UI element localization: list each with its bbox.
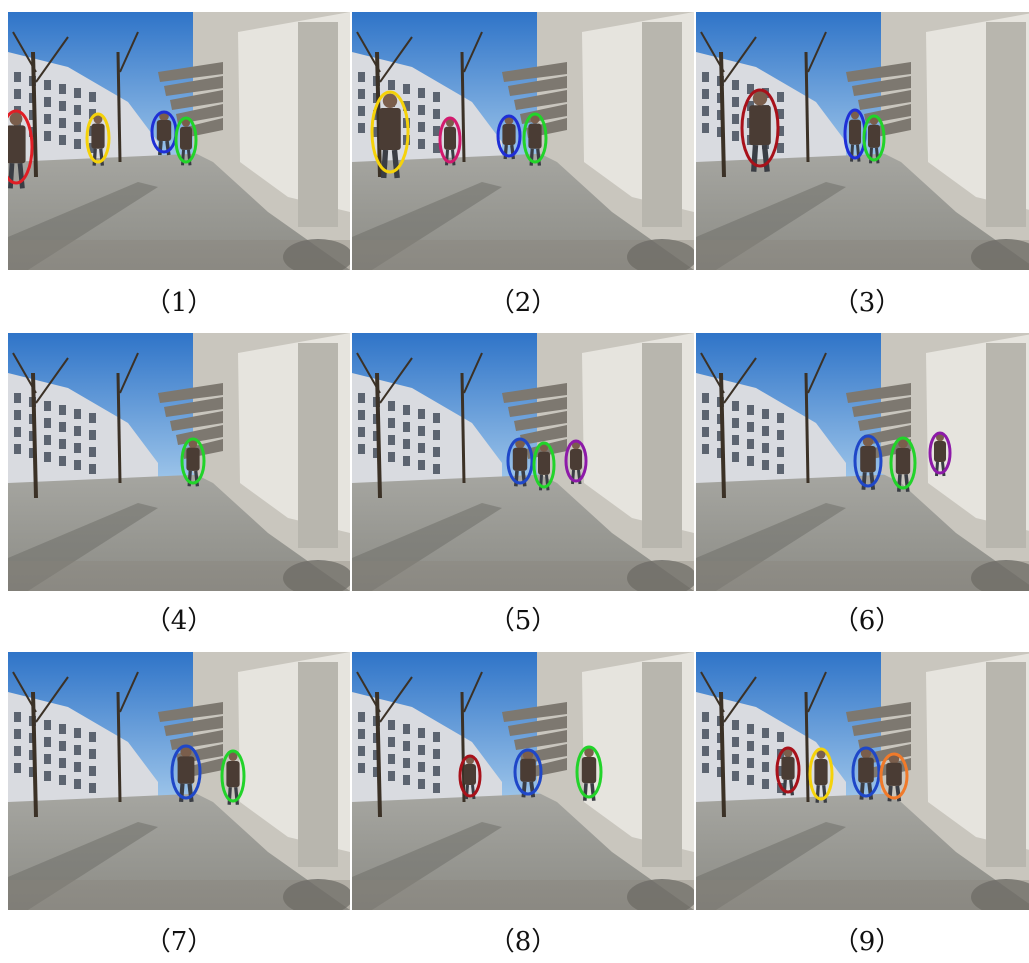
tracking-ellipse bbox=[928, 431, 952, 475]
street-photo-panel bbox=[696, 12, 1029, 270]
street-scene bbox=[696, 12, 1029, 270]
pedestrian bbox=[886, 753, 902, 802]
photo bbox=[8, 12, 350, 270]
tracking-ellipse bbox=[438, 116, 462, 164]
pedestrian bbox=[538, 443, 550, 491]
pedestrian bbox=[177, 746, 195, 803]
pedestrian bbox=[934, 433, 946, 477]
tracking-ellipse bbox=[220, 749, 246, 803]
panel-caption: （5） bbox=[488, 606, 558, 636]
tracking-ellipse bbox=[853, 434, 883, 488]
panel-caption: （4） bbox=[144, 606, 214, 636]
pedestrian bbox=[464, 756, 476, 800]
tracking-ellipse bbox=[889, 436, 917, 490]
panel-caption: （9） bbox=[832, 927, 902, 957]
pedestrian bbox=[895, 438, 911, 492]
tracking-ellipse bbox=[8, 109, 34, 185]
pedestrian bbox=[180, 118, 192, 166]
street-scene bbox=[352, 333, 694, 591]
tracking-ellipse bbox=[851, 746, 881, 798]
street-photo-panel bbox=[352, 12, 694, 270]
street-scene bbox=[352, 652, 694, 910]
tracking-ellipse bbox=[564, 439, 588, 483]
panel-caption: （7） bbox=[144, 927, 214, 957]
pedestrian bbox=[860, 436, 876, 490]
pedestrian bbox=[226, 752, 240, 805]
pedestrian bbox=[858, 748, 874, 800]
photo bbox=[8, 652, 350, 910]
panel-caption: （1） bbox=[144, 288, 214, 318]
pedestrian bbox=[91, 114, 105, 166]
pedestrian bbox=[528, 114, 542, 166]
tracking-ellipse bbox=[370, 90, 410, 174]
pedestrian bbox=[379, 93, 401, 179]
street-photo-panel bbox=[8, 652, 350, 910]
tracking-ellipse bbox=[170, 744, 202, 800]
tracking-ellipse bbox=[808, 747, 834, 801]
street-scene bbox=[8, 12, 350, 270]
photo bbox=[696, 333, 1029, 591]
tracking-ellipse bbox=[740, 88, 780, 168]
tracking-ellipse bbox=[458, 754, 482, 798]
photo bbox=[352, 652, 694, 910]
pedestrian bbox=[849, 111, 861, 162]
tracking-ellipse bbox=[174, 116, 198, 164]
tracking-ellipse bbox=[180, 437, 206, 485]
tracking-ellipse bbox=[85, 112, 111, 164]
photo bbox=[8, 333, 350, 591]
pedestrian bbox=[520, 749, 536, 798]
panel-caption: （6） bbox=[832, 606, 902, 636]
tracking-ellipse bbox=[532, 441, 556, 489]
tracking-ellipse bbox=[862, 114, 886, 162]
pedestrian bbox=[868, 116, 880, 164]
pedestrian bbox=[570, 441, 582, 485]
pedestrian bbox=[444, 118, 456, 166]
tracking-ellipse bbox=[513, 748, 543, 796]
pedestrian bbox=[156, 111, 172, 156]
street-photo-panel bbox=[696, 652, 1029, 910]
pedestrian bbox=[781, 748, 795, 796]
tracking-ellipse bbox=[775, 746, 801, 794]
street-scene bbox=[8, 333, 350, 591]
pedestrian bbox=[502, 116, 516, 160]
panel-caption: （3） bbox=[832, 288, 902, 318]
pedestrian bbox=[581, 747, 597, 801]
street-photo-panel bbox=[352, 333, 694, 591]
panel-caption: （2） bbox=[488, 288, 558, 318]
tracking-ellipse bbox=[879, 752, 909, 800]
photo bbox=[696, 12, 1029, 270]
street-scene bbox=[352, 12, 694, 270]
pedestrian bbox=[8, 112, 26, 189]
tracking-ellipse bbox=[496, 114, 522, 158]
pedestrian bbox=[814, 750, 828, 803]
street-photo-panel bbox=[8, 333, 350, 591]
street-photo-panel bbox=[696, 333, 1029, 591]
photo bbox=[352, 333, 694, 591]
tracking-ellipse bbox=[506, 437, 534, 485]
pedestrian bbox=[749, 91, 771, 172]
street-photo-panel bbox=[8, 12, 350, 270]
pedestrian bbox=[512, 439, 528, 487]
photo bbox=[352, 12, 694, 270]
street-photo-panel bbox=[352, 652, 694, 910]
panel-caption: （8） bbox=[488, 927, 558, 957]
tracking-ellipse bbox=[575, 745, 603, 799]
street-scene bbox=[696, 333, 1029, 591]
tracking-ellipse bbox=[522, 112, 548, 164]
pedestrian bbox=[186, 439, 200, 487]
photo bbox=[696, 652, 1029, 910]
